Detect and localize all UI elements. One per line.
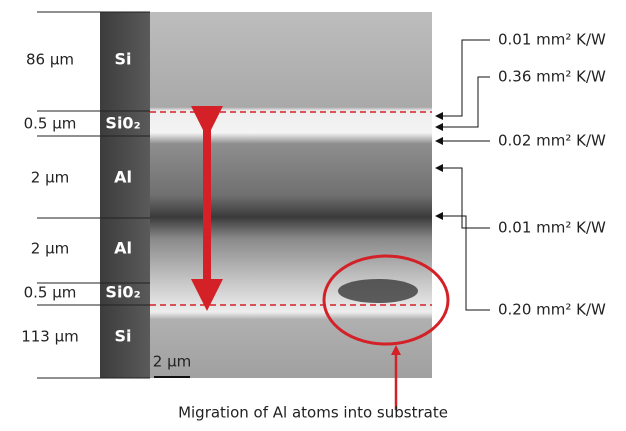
layer-material: Si [114,50,131,69]
caption: Migration of Al atoms into substrate [178,404,448,422]
layer-thickness: 2 µm [31,169,69,187]
layer-thickness: 113 µm [21,328,79,346]
layer-material: Si0₂ [105,283,140,302]
layer-thickness: 0.5 µm [24,115,77,133]
layer-material: Si [114,327,131,346]
resistance-label: 0.36 mm² K/W [498,68,606,86]
scale-label: 2 µm [153,353,191,371]
layer-thickness: 86 µm [26,51,74,69]
resistance-label: 0.01 mm² K/W [498,219,606,237]
layer-material: Si0₂ [105,114,140,133]
defect [338,279,418,303]
figure: 2 µm Migration of Al atoms into substrat… [0,0,626,427]
layer-material: Al [114,168,132,187]
layer-material: Al [114,239,132,258]
layer-thickness: 0.5 µm [24,284,77,302]
resistance-label: 0.01 mm² K/W [498,31,606,49]
page: 2 µm Migration of Al atoms into substrat… [0,0,626,431]
resistance-label: 0.02 mm² K/W [498,132,606,150]
resistance-label: 0.20 mm² K/W [498,301,606,319]
annotation-lines [436,40,490,310]
layer-thickness: 2 µm [31,240,69,258]
